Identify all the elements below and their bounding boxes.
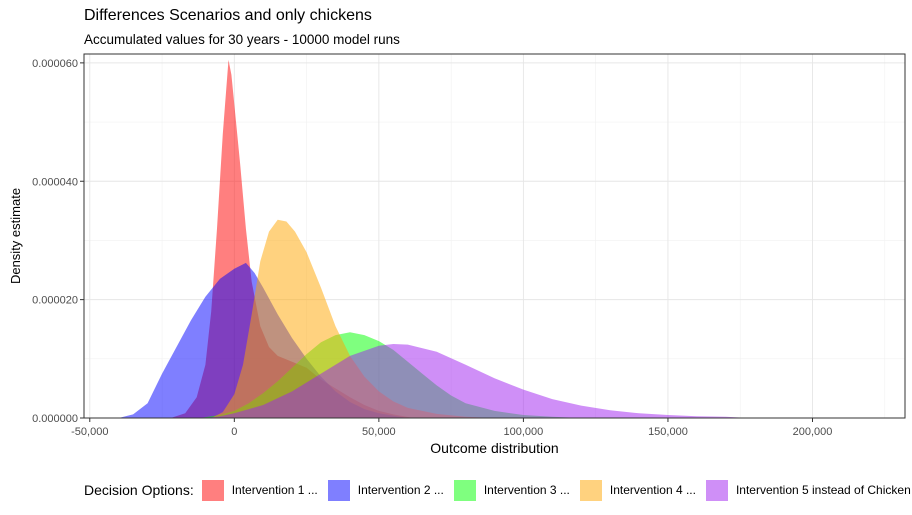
x-tick-label: 200,000: [793, 426, 833, 438]
y-tick-label: 0.000000: [32, 413, 78, 425]
x-tick-label: 100,000: [504, 426, 544, 438]
chart-title: Differences Scenarios and only chickens: [84, 7, 372, 24]
x-tick-label: 0: [231, 426, 237, 438]
legend-key-swatch: [579, 479, 602, 501]
legend-item-label: Intervention 3 ...: [483, 483, 570, 497]
y-tick-label: 0.000060: [32, 58, 78, 70]
density-area-series-4: [211, 219, 495, 418]
x-axis-label: Outcome distribution: [430, 440, 558, 456]
density-plot: -50,000 0 50,000 100,000 150,000 200,000 0.00…: [8, 53, 906, 456]
x-tick-label: 50,000: [362, 426, 396, 438]
density-area-series-5: [205, 344, 749, 418]
legend-item: Intervention 5 instead of Chicken: [705, 479, 911, 501]
legend-item: Intervention 1 ...: [201, 479, 318, 501]
legend-key-swatch: [453, 479, 476, 501]
legend-item: Intervention 4 ...: [579, 479, 696, 501]
legend-item-label: Intervention 4 ...: [609, 483, 696, 497]
legend: Decision Options: Intervention 1 ... Int…: [84, 478, 911, 502]
legend-item: Intervention 3 ...: [453, 479, 570, 501]
legend-title: Decision Options:: [84, 482, 194, 498]
legend-item-label: Intervention 5 instead of Chicken: [735, 483, 911, 497]
legend-key-swatch: [201, 479, 224, 501]
chart-subtitle: Accumulated values for 30 years - 10000 …: [84, 32, 400, 47]
x-axis-ticks: -50,000 0 50,000 100,000 150,000 200,000: [71, 418, 832, 438]
legend-item-label: Intervention 2 ...: [357, 483, 444, 497]
density-areas: [118, 59, 749, 419]
legend-item-label: Intervention 1 ...: [231, 483, 318, 497]
x-tick-label: 150,000: [648, 426, 688, 438]
legend-key-swatch: [327, 479, 350, 501]
y-tick-label: 0.000040: [32, 176, 78, 188]
legend-item: Intervention 2 ...: [327, 479, 444, 501]
legend-key-swatch: [705, 479, 728, 501]
y-axis-label: Density estimate: [8, 188, 23, 284]
y-axis-ticks: 0.000000 0.000020 0.000040 0.000060: [32, 58, 84, 425]
x-tick-label: -50,000: [71, 426, 108, 438]
y-tick-label: 0.000020: [32, 295, 78, 307]
panel-border: [83, 53, 906, 419]
